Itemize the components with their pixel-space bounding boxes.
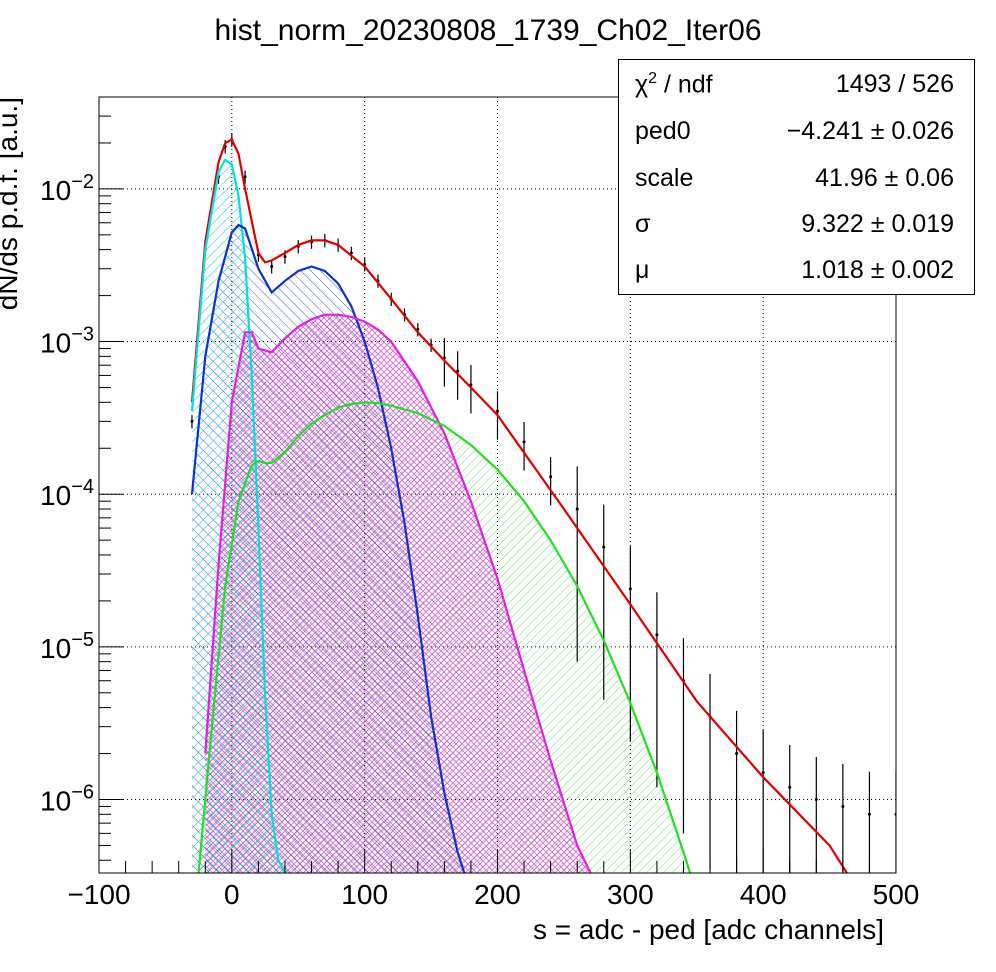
stats-row: σ 9.322 ± 0.019 xyxy=(635,210,954,250)
stats-label: χ2 / ndf xyxy=(635,70,713,99)
y-tick-label: 10−2 xyxy=(40,171,94,206)
data-point xyxy=(735,752,739,756)
x-tick-label: 100 xyxy=(341,879,388,910)
data-point xyxy=(496,409,499,413)
component-fills xyxy=(192,159,691,873)
stats-value: 41.96 ± 0.06 xyxy=(815,164,954,192)
x-tick-label: 0 xyxy=(224,879,240,910)
data-point xyxy=(602,545,606,549)
data-point xyxy=(788,785,792,789)
data-point xyxy=(867,812,871,816)
component-curve xyxy=(190,158,286,873)
stats-row: μ 1.018 ± 0.002 xyxy=(635,256,954,296)
data-point xyxy=(814,798,818,802)
data-point xyxy=(575,507,579,511)
stats-row: scale 41.96 ± 0.06 xyxy=(635,164,954,204)
x-tick-label: −100 xyxy=(67,879,130,910)
y-tick-label: 10−3 xyxy=(40,324,94,359)
x-tick-label: 300 xyxy=(607,879,654,910)
stats-label: σ xyxy=(635,210,651,238)
axis-ticks xyxy=(98,96,897,873)
data-point xyxy=(190,419,194,423)
stats-value: 1.018 ± 0.002 xyxy=(801,256,954,284)
y-axis-label: dN/ds p.d.f. [a.u.] xyxy=(0,97,23,310)
data-point xyxy=(522,440,526,444)
stats-value: −4.241 ± 0.026 xyxy=(786,117,954,145)
stats-row: χ2 / ndf 1493 / 526 xyxy=(635,70,954,110)
y-tick-label: 10−5 xyxy=(40,629,94,664)
x-tick-label: 400 xyxy=(740,879,787,910)
data-point xyxy=(628,587,632,591)
y-tick-labels: 10−2 10−3 10−4 10−5 10−6 xyxy=(40,171,94,817)
data-point xyxy=(761,771,765,775)
chart-title: hist_norm_20230808_1739_Ch02_Iter06 xyxy=(214,14,762,47)
data-point xyxy=(841,804,845,808)
data-point xyxy=(243,175,247,179)
fit-stats-box: χ2 / ndf 1493 / 526 ped0 −4.241 ± 0.026 scal… xyxy=(618,59,975,295)
fit-curves xyxy=(190,138,848,873)
fit-curve xyxy=(190,138,848,873)
component-curve xyxy=(190,223,466,873)
component-curve xyxy=(204,313,592,873)
x-tick-label: 500 xyxy=(873,879,920,910)
y-tick-label: 10−6 xyxy=(40,782,94,817)
component-curve xyxy=(197,401,692,873)
stats-value: 1493 / 526 xyxy=(835,70,954,98)
data-point xyxy=(177,878,180,881)
x-axis-label: s = adc - ped [adc channels] xyxy=(533,914,884,945)
stats-label: ped0 xyxy=(635,117,691,145)
data-point xyxy=(549,475,553,479)
y-tick-label: 10−4 xyxy=(40,476,94,511)
stats-row: ped0 −4.241 ± 0.026 xyxy=(635,117,954,157)
stats-label: scale xyxy=(635,164,694,192)
stats-value: 9.322 ± 0.019 xyxy=(801,210,954,238)
stats-label: μ xyxy=(635,256,650,284)
data-point xyxy=(283,255,287,259)
x-tick-label: 200 xyxy=(474,879,521,910)
data-point xyxy=(655,633,659,637)
data-point xyxy=(270,265,274,269)
x-tick-labels: −100 0 100 200 300 400 500 xyxy=(67,879,919,910)
